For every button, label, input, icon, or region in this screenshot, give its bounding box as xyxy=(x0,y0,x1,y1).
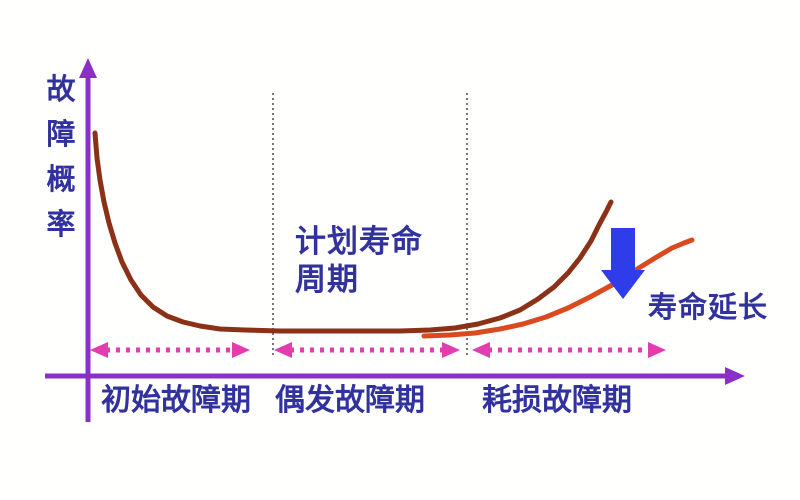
region-label-initial: 初始故障期 xyxy=(101,384,251,417)
y-axis-arrow-icon xyxy=(79,58,97,78)
planned-life-line1: 计划寿命 xyxy=(295,224,423,259)
curve-extended xyxy=(421,237,695,339)
arrowhead-right-icon xyxy=(648,342,666,358)
down-arrow-shaft xyxy=(611,228,635,272)
arrowhead-right-icon xyxy=(442,342,460,358)
planned-life-cycle-label: 计划寿命 周期 xyxy=(295,223,423,299)
x-axis-arrow-icon xyxy=(725,367,745,385)
planned-life-line2: 周期 xyxy=(295,262,359,297)
region-label-wearout: 耗损故障期 xyxy=(482,384,632,417)
arrowhead-right-icon xyxy=(232,342,250,358)
down-arrow-icon xyxy=(601,228,645,299)
arrowhead-left-icon xyxy=(472,342,490,358)
y-axis-label: 故障概率 xyxy=(46,74,76,241)
down-arrow-head xyxy=(601,270,645,299)
arrowhead-left-icon xyxy=(90,342,108,358)
curve-original xyxy=(92,130,614,334)
arrowhead-left-icon xyxy=(274,342,292,358)
life-extension-label: 寿命延长 xyxy=(648,292,769,324)
region-label-random: 偶发故障期 xyxy=(275,384,425,417)
